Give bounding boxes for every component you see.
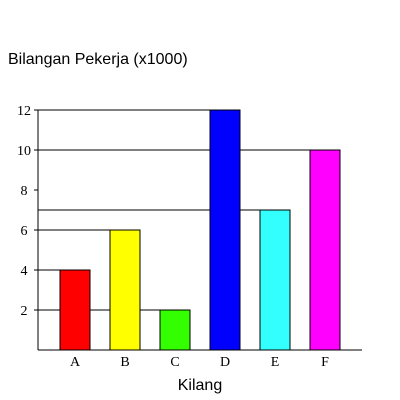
y-tick-label-4: 4 xyxy=(21,264,28,279)
x-tick-label-B: B xyxy=(120,355,129,370)
bar-F xyxy=(309,149,341,351)
x-axis-label: Kilang xyxy=(178,377,222,394)
bars xyxy=(59,109,341,351)
x-tick-label-E: E xyxy=(271,355,280,370)
y-axis-label: Bilangan Pekerja (x1000) xyxy=(8,51,188,68)
y-tick-label-12: 12 xyxy=(17,104,31,119)
bar-E xyxy=(259,209,291,351)
x-tick-label-C: C xyxy=(170,355,179,370)
bar-A xyxy=(59,269,91,351)
x-tick-label-A: A xyxy=(70,355,81,370)
y-tick-label-6: 6 xyxy=(21,224,28,239)
x-tick-label-D: D xyxy=(220,355,230,370)
x-tick-label-F: F xyxy=(321,355,329,370)
bar-D xyxy=(209,109,241,351)
bar-B xyxy=(109,229,141,351)
y-tick-label-10: 10 xyxy=(17,144,31,159)
y-tick-label-2: 2 xyxy=(21,304,28,319)
x-ticks: A B C D E F xyxy=(70,355,329,370)
bar-C xyxy=(159,309,191,351)
y-tick-label-8: 8 xyxy=(21,184,28,199)
y-ticks: 2 4 6 8 10 12 xyxy=(17,104,38,319)
